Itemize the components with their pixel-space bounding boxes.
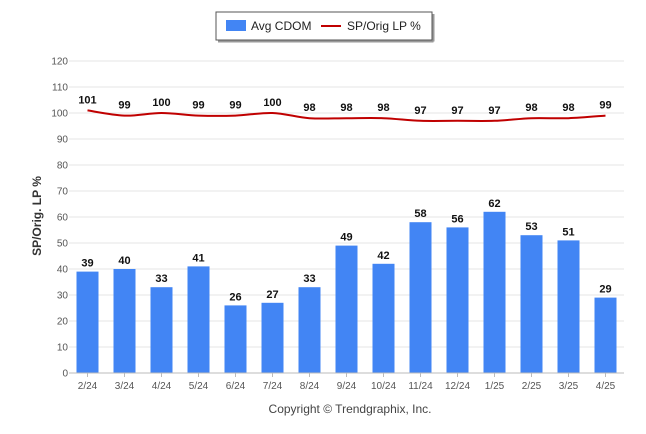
- bar: [113, 269, 136, 373]
- y-tick-label: 10: [57, 343, 69, 354]
- y-tick-label: 0: [62, 369, 68, 380]
- bar-data-label: 27: [266, 289, 278, 301]
- bar: [76, 271, 99, 373]
- line-series: 101 99 100 99 99 100 98 98 98 97 97 97 98 98 99: [78, 94, 612, 122]
- x-tick-label: 1/25: [485, 381, 505, 392]
- y-axis-title: SP/Orig. LP %: [30, 176, 44, 256]
- x-axis-ticks: 2/24 3/24 4/24 5/24 6/24 7/24 8/24 9/24 10/24 11/…: [78, 373, 616, 392]
- bar-data-label: 40: [118, 255, 130, 267]
- line-data-label: 101: [78, 94, 96, 106]
- bar-data-label: 26: [229, 291, 241, 303]
- series-line-sp-orig-lp: [87, 109, 606, 122]
- y-tick-label: 50: [57, 239, 69, 250]
- line-data-label: 98: [525, 102, 537, 114]
- line-data-label: 97: [488, 105, 500, 117]
- x-tick-label: 8/24: [300, 381, 320, 392]
- bar-data-label: 29: [599, 284, 611, 296]
- x-tick-label: 9/24: [337, 381, 357, 392]
- x-tick-label: 2/25: [522, 381, 542, 392]
- line-data-label: 100: [263, 97, 281, 109]
- bar: [409, 222, 432, 373]
- bar-data-label: 58: [414, 208, 426, 220]
- bar-data-label: 53: [525, 221, 537, 233]
- y-tick-label: 20: [57, 317, 69, 328]
- bar-data-label: 49: [340, 232, 352, 244]
- bar-data-label: 56: [451, 213, 463, 225]
- x-tick-label: 6/24: [226, 381, 246, 392]
- x-tick-label: 3/25: [559, 381, 579, 392]
- x-tick-label: 12/24: [445, 381, 470, 392]
- bar: [335, 245, 358, 373]
- x-tick-label: 4/25: [596, 381, 616, 392]
- line-data-label: 100: [152, 97, 170, 109]
- line-data-label: 98: [562, 102, 574, 114]
- x-tick-label: 10/24: [371, 381, 396, 392]
- bar-data-label: 39: [81, 258, 93, 270]
- bar: [446, 227, 469, 373]
- y-tick-label: 70: [57, 187, 69, 198]
- bar: [261, 302, 284, 373]
- y-tick-label: 120: [51, 57, 68, 68]
- legend-swatch-avg-cdom: [226, 20, 246, 31]
- bar-data-label: 41: [192, 252, 204, 264]
- y-tick-label: 90: [57, 135, 69, 146]
- bar: [483, 211, 506, 373]
- bar: [557, 240, 580, 373]
- bar-data-label: 33: [303, 273, 315, 285]
- y-tick-label: 110: [52, 83, 68, 94]
- line-data-label: 98: [303, 102, 315, 114]
- x-tick-label: 2/24: [78, 381, 98, 392]
- line-data-label: 98: [377, 102, 389, 114]
- x-tick-label: 7/24: [263, 381, 283, 392]
- bar-data-label: 33: [155, 273, 167, 285]
- bar: [150, 287, 173, 373]
- legend: Avg CDOM SP/Orig LP %: [215, 11, 435, 43]
- bar: [224, 305, 247, 373]
- line-data-label: 98: [340, 102, 352, 114]
- copyright-text: Copyright © Trendgraphix, Inc.: [269, 402, 432, 416]
- y-tick-label: 100: [51, 109, 68, 120]
- bar: [187, 266, 210, 373]
- y-tick-label: 80: [57, 161, 69, 172]
- bar-data-label: 42: [377, 250, 389, 262]
- legend-label-avg-cdom: Avg CDOM: [251, 19, 311, 33]
- x-tick-label: 3/24: [115, 381, 135, 392]
- line-data-label: 99: [599, 100, 611, 112]
- y-tick-label: 30: [57, 291, 69, 302]
- bar: [520, 235, 543, 373]
- x-tick-label: 11/24: [408, 381, 433, 392]
- legend-label-sp-orig-lp: SP/Orig LP %: [347, 19, 421, 33]
- line-data-label: 99: [118, 100, 130, 112]
- bar: [372, 263, 395, 373]
- line-data-label: 99: [192, 100, 204, 112]
- y-tick-label: 60: [57, 213, 69, 224]
- y-tick-label: 40: [57, 265, 69, 276]
- bar-data-label: 62: [488, 198, 500, 210]
- line-data-label: 99: [229, 100, 241, 112]
- bar-series: 39 40 33 41 26 27 33 49 42 58 56 62 53 51 29: [76, 198, 617, 373]
- x-tick-label: 5/24: [189, 381, 209, 392]
- y-axis-ticks: 0 10 20 30 40 50 60 70 80 90 100 110 120: [51, 57, 68, 380]
- line-data-label: 97: [414, 105, 426, 117]
- bar-data-label: 51: [562, 226, 574, 238]
- x-tick-label: 4/24: [152, 381, 172, 392]
- line-data-label: 97: [451, 105, 463, 117]
- bar: [298, 287, 321, 373]
- bar: [594, 297, 617, 373]
